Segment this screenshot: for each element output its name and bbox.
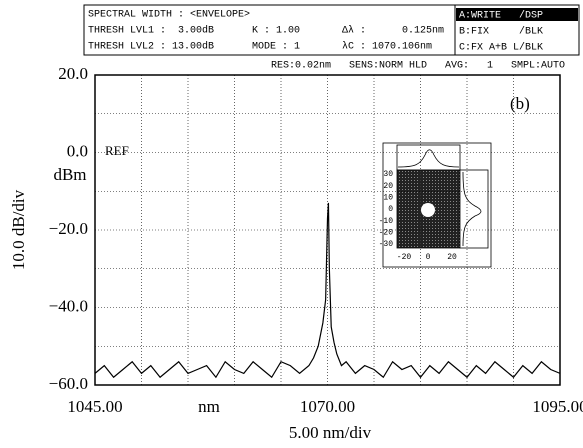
header-text: THRESH LVL2 : 13.00dB [88,41,214,53]
trace-a: A:WRITE /DSP [459,10,543,22]
x-unit: nm [198,397,220,416]
inset-y-tick-label: 30 [383,170,393,179]
inset-x-tick-label: -20 [397,253,412,262]
inset-y-tick-label: -10 [379,217,394,226]
y-tick-label: 20.0 [58,64,88,83]
trace-b: B:FIX /BLK [459,26,543,38]
inset-y-tick-label: 10 [383,193,393,202]
header-text: λC : 1070.106nm [342,41,432,53]
inset-side-profile [460,170,488,248]
y-tick-label: −40.0 [49,296,88,315]
y-tick-label: 0.0 [67,141,88,160]
inset-x-tick-label: 20 [447,253,457,262]
y-axis-label: 10.0 dB/div [9,189,28,270]
ref-label: REF [105,143,129,158]
trace-c: C:FX A+B L/BLK [459,42,543,54]
annotation: (b) [510,94,530,113]
x-axis-label: 5.00 nm/div [289,423,372,442]
inset-y-tick-label: 0 [388,205,393,214]
inset-spot [421,203,435,217]
inset-y-tick-label: -20 [379,228,394,237]
inset-x-tick-label: 0 [426,253,431,262]
x-tick-label: 1070.00 [300,397,355,416]
inset-y-tick-label: 20 [383,182,393,191]
header-text: Δλ : 0.125nm [342,25,444,37]
y-unit: dBm [53,165,86,184]
screen: SPECTRAL WIDTH : <ENVELOPE> THRESH LVL1 … [0,0,583,448]
status-line: RES:0.02nm SENS:NORM HLD AVG: 1 SMPL:AUT… [271,61,565,72]
x-tick-label: 1045.00 [67,397,122,416]
inset-y-tick-label: -30 [379,240,394,249]
header-text: MODE : 1 [252,42,300,53]
header-text: K : 1.00 [252,26,300,37]
inset [383,143,491,267]
header-text: THRESH LVL1 : 3.00dB [88,25,214,37]
x-tick-label: 1095.00 [532,397,583,416]
header-text: SPECTRAL WIDTH : <ENVELOPE> [88,10,250,21]
y-tick-label: −60.0 [49,374,88,393]
y-tick-label: −20.0 [49,219,88,238]
